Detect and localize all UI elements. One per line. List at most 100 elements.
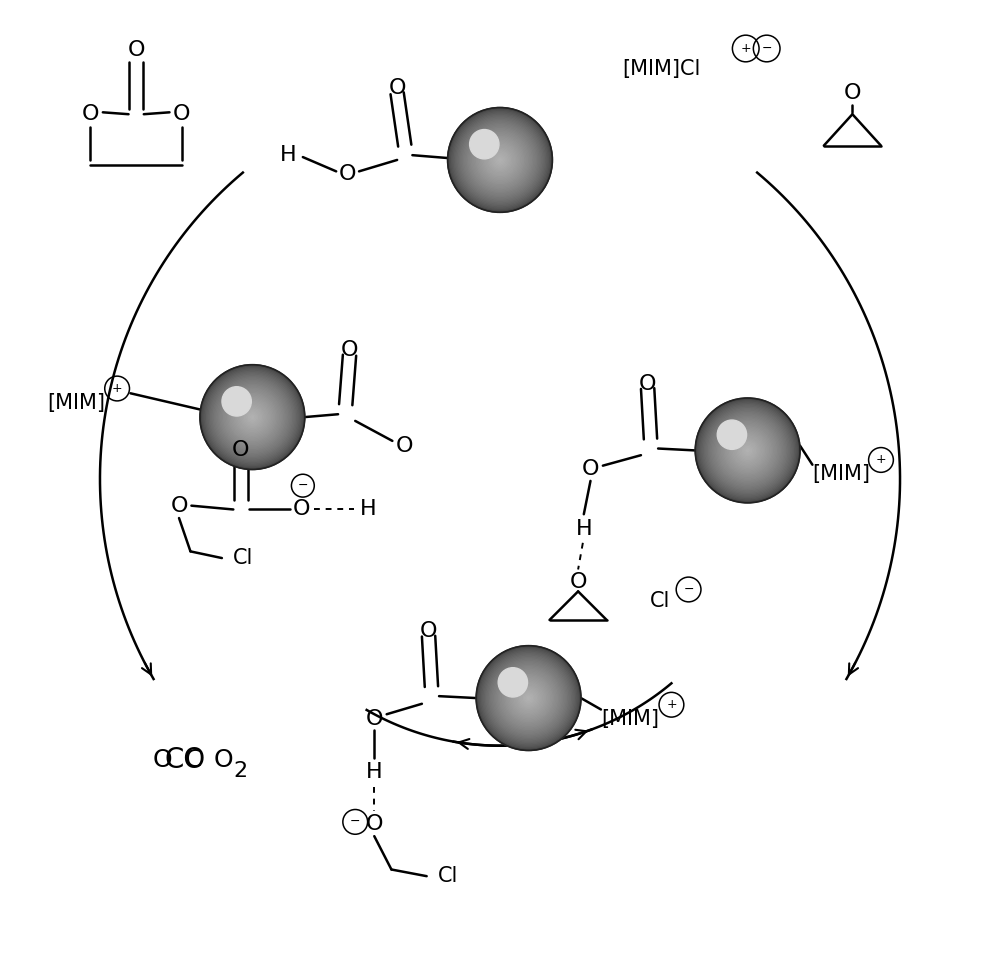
- Text: +: +: [876, 453, 886, 467]
- Circle shape: [448, 107, 552, 213]
- Text: O: O: [232, 441, 250, 461]
- Circle shape: [483, 652, 574, 744]
- Circle shape: [476, 136, 524, 184]
- Text: O: O: [127, 40, 145, 60]
- Circle shape: [238, 402, 267, 431]
- Text: −: −: [761, 42, 772, 55]
- Circle shape: [455, 115, 545, 204]
- Circle shape: [478, 138, 522, 182]
- Circle shape: [208, 373, 297, 462]
- Text: O: O: [639, 374, 656, 394]
- Circle shape: [463, 124, 537, 196]
- Text: H: H: [360, 499, 377, 519]
- Circle shape: [246, 411, 259, 423]
- Circle shape: [214, 379, 290, 455]
- Text: O: O: [582, 460, 599, 479]
- Text: O: O: [844, 83, 861, 103]
- Circle shape: [241, 405, 264, 429]
- Circle shape: [491, 150, 509, 170]
- Circle shape: [466, 125, 534, 194]
- Text: O: O: [396, 436, 414, 456]
- Text: [MIM]: [MIM]: [601, 709, 659, 729]
- Text: [MIM]: [MIM]: [48, 393, 106, 413]
- Circle shape: [242, 406, 263, 427]
- Circle shape: [487, 147, 513, 173]
- Circle shape: [738, 442, 757, 460]
- Circle shape: [472, 132, 528, 188]
- Circle shape: [502, 672, 555, 724]
- Circle shape: [459, 120, 541, 200]
- Circle shape: [484, 145, 516, 175]
- Circle shape: [501, 671, 556, 725]
- Circle shape: [706, 408, 790, 492]
- Circle shape: [450, 110, 550, 210]
- Circle shape: [224, 388, 281, 445]
- Text: O: O: [153, 748, 173, 772]
- Circle shape: [492, 661, 565, 735]
- Text: O: O: [420, 622, 437, 642]
- Circle shape: [736, 439, 759, 462]
- Circle shape: [454, 114, 546, 206]
- Circle shape: [715, 418, 780, 483]
- Circle shape: [697, 399, 799, 501]
- Circle shape: [495, 664, 563, 732]
- Circle shape: [475, 135, 525, 185]
- Circle shape: [469, 128, 531, 192]
- Text: −: −: [350, 815, 360, 829]
- Circle shape: [498, 668, 528, 697]
- Circle shape: [213, 377, 292, 456]
- Circle shape: [710, 413, 786, 489]
- Circle shape: [725, 428, 770, 472]
- Circle shape: [525, 695, 533, 702]
- Circle shape: [484, 653, 573, 742]
- Circle shape: [496, 665, 561, 731]
- Text: Cl: Cl: [650, 591, 670, 611]
- Text: 2: 2: [233, 762, 247, 782]
- Circle shape: [700, 403, 795, 497]
- Text: C: C: [185, 748, 202, 772]
- Circle shape: [250, 415, 255, 420]
- Text: O: O: [366, 709, 383, 729]
- Circle shape: [471, 131, 529, 189]
- Circle shape: [708, 411, 787, 490]
- Circle shape: [231, 397, 273, 438]
- Circle shape: [216, 380, 289, 454]
- Circle shape: [515, 685, 542, 711]
- Circle shape: [477, 647, 580, 749]
- Circle shape: [497, 667, 560, 729]
- Text: H: H: [576, 518, 592, 538]
- Circle shape: [470, 129, 499, 159]
- Circle shape: [717, 420, 747, 449]
- Circle shape: [744, 446, 752, 454]
- Circle shape: [498, 668, 559, 728]
- Circle shape: [698, 400, 797, 500]
- Circle shape: [512, 681, 546, 715]
- Circle shape: [209, 374, 296, 460]
- Circle shape: [200, 365, 305, 469]
- Circle shape: [239, 404, 265, 430]
- Circle shape: [719, 422, 776, 479]
- Circle shape: [504, 673, 553, 723]
- Text: +: +: [740, 42, 751, 55]
- Circle shape: [518, 688, 539, 709]
- Circle shape: [699, 402, 796, 499]
- Circle shape: [714, 417, 782, 485]
- Text: O: O: [388, 79, 406, 99]
- Circle shape: [729, 432, 766, 468]
- Circle shape: [707, 410, 788, 491]
- Circle shape: [482, 142, 518, 178]
- Circle shape: [205, 370, 300, 465]
- Circle shape: [486, 146, 514, 174]
- Circle shape: [695, 398, 800, 503]
- Circle shape: [465, 125, 535, 195]
- Circle shape: [702, 404, 793, 496]
- Circle shape: [510, 680, 547, 717]
- Circle shape: [479, 649, 578, 748]
- Circle shape: [245, 409, 260, 425]
- Circle shape: [735, 438, 761, 464]
- Circle shape: [720, 422, 775, 478]
- Circle shape: [740, 443, 755, 458]
- Circle shape: [457, 117, 543, 203]
- Circle shape: [230, 395, 275, 440]
- Circle shape: [727, 429, 769, 471]
